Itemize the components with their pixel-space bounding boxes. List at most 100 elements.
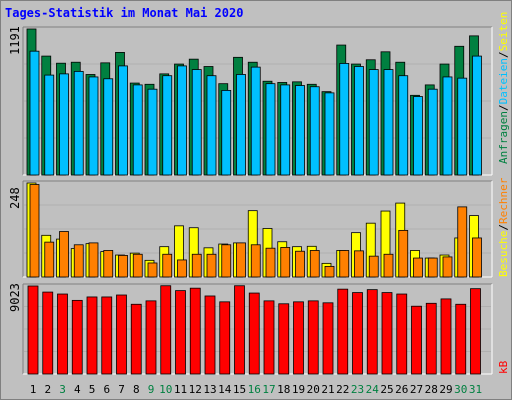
day-label: 21 [321,383,335,396]
bar-kb-day-23 [352,292,363,375]
bar-dateien-day-10 [162,75,173,176]
right-label-top-part: Seiten [497,11,510,52]
right-label-top-part: / [497,104,510,112]
bar-kb-day-10 [160,285,172,375]
bar-kb-day-19 [293,301,304,375]
bar-rechner-day-19 [295,250,305,278]
right-label-middle-part: Besuche [497,230,510,277]
bar-kb-day-8 [130,303,142,375]
bar-kb-day-31 [470,288,481,375]
bar-rechner-day-8 [132,253,143,278]
bar-rechner-day-7 [118,254,128,278]
bar-dateien-day-11 [177,65,187,176]
bar-rechner-day-10 [162,253,173,278]
day-label: 9 [147,383,155,396]
day-label: 19 [291,383,306,396]
bar-rechner-day-28 [427,257,438,278]
bar-dateien-day-4 [73,71,84,176]
day-label: 24 [365,383,379,396]
bar-kb-day-17 [263,300,275,375]
bar-kb-day-13 [204,295,216,375]
right-label-middle-part: / [497,224,510,231]
day-label: 10 [159,383,173,396]
right-label-top-part: Anfragen [497,111,510,164]
day-label: 31 [468,383,483,396]
day-label: 13 [203,383,217,396]
bar-rechner-day-11 [177,259,187,278]
right-label-middle: Besuche/Rechner [497,178,510,277]
chart-title: Tages-Statistik im Monat Mai 2020 [5,6,244,20]
right-label-top: Anfragen/Dateien/Seiten [497,12,510,164]
day-label: 1 [29,383,37,396]
bar-kb-day-21 [322,302,334,375]
bar-rechner-day-15 [236,242,246,278]
right-label-middle-part: Rechner [497,177,510,225]
bar-kb-day-25 [381,292,393,375]
bar-rechner-day-16 [250,244,261,278]
bar-dateien-day-18 [280,84,291,176]
bar-dateien-day-14 [221,90,232,176]
bar-kb-day-9 [145,300,157,375]
bar-dateien-day-5 [88,76,99,176]
bar-rechner-day-4 [73,244,84,278]
bar-rechner-day-23 [354,250,364,278]
bar-dateien-day-29 [442,76,453,176]
panel-max-label: 9023 [8,283,22,312]
bar-dateien-day-20 [309,86,320,176]
right-label-top-part: Dateien [497,58,510,105]
bar-kb-day-30 [455,303,467,375]
bar-kb-day-26 [396,293,408,375]
day-label: 14 [218,383,232,396]
bar-rechner-day-30 [457,206,468,278]
day-label: 11 [173,383,188,396]
bar-dateien-day-17 [265,83,276,176]
bar-rechner-day-1 [29,184,40,278]
bar-rechner-day-3 [59,231,69,278]
bar-kb-day-22 [337,288,349,375]
bar-kb-day-28 [425,302,437,375]
bar-dateien-day-13 [206,75,217,176]
bar-dateien-day-23 [354,66,364,176]
bar-dateien-day-22 [339,63,350,176]
day-label: 12 [188,383,202,396]
day-label: 18 [277,383,291,396]
day-label: 27 [409,383,424,396]
day-label: 15 [232,383,247,396]
bar-kb-day-2 [42,291,54,375]
day-label: 29 [439,383,453,396]
bar-rechner-day-9 [147,262,158,278]
day-label: 2 [44,383,52,396]
panel-max-label: 248 [8,187,22,209]
bar-kb-day-15 [234,285,245,375]
bar-kb-day-11 [175,290,186,375]
bar-rechner-day-26 [398,229,409,278]
bar-kb-day-5 [86,296,98,375]
bar-kb-day-14 [219,301,231,375]
bar-dateien-day-24 [368,69,379,176]
bar-rechner-day-6 [103,250,114,278]
bar-dateien-day-9 [147,88,158,176]
bar-kb-day-20 [307,300,319,375]
day-label: 6 [103,383,111,396]
bar-rechner-day-31 [472,237,482,278]
day-label: 22 [336,383,350,396]
bar-kb-day-24 [366,289,378,375]
bar-dateien-day-15 [236,74,246,176]
bar-dateien-day-26 [398,75,409,176]
day-label: 26 [395,383,409,396]
bar-dateien-day-27 [413,96,423,176]
bar-rechner-day-5 [88,242,99,278]
bar-rechner-day-27 [413,257,423,278]
day-label: 8 [132,383,140,396]
bar-rechner-day-25 [383,253,394,278]
bar-rechner-day-22 [339,250,350,278]
bar-dateien-day-3 [59,73,69,176]
right-label-bottom: kB [497,361,510,374]
day-label: 16 [247,383,261,396]
day-label: 17 [262,383,276,396]
day-label: 28 [424,383,438,396]
bar-kb-day-7 [116,294,127,375]
day-label: 7 [118,383,125,396]
day-label: 4 [73,383,81,396]
